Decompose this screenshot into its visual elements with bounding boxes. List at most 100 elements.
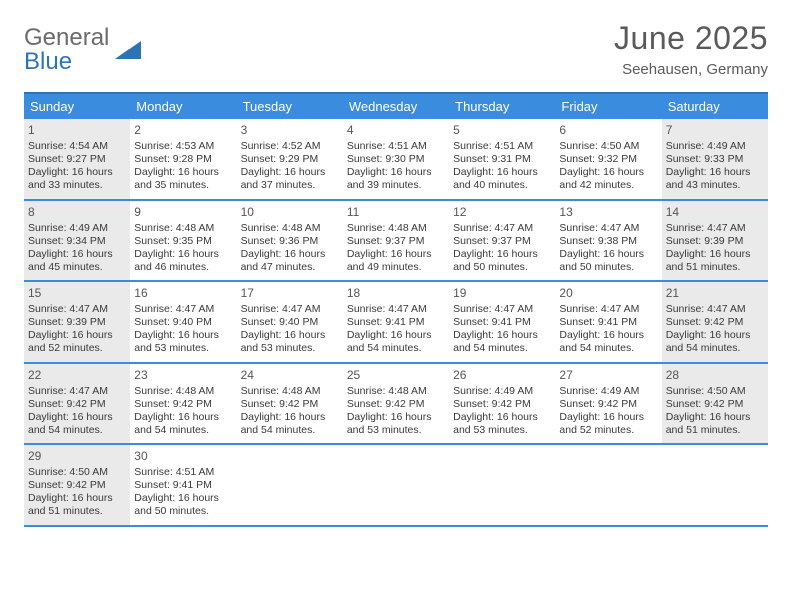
sun-line: Sunset: 9:38 PM <box>559 235 657 248</box>
day-number: 3 <box>241 123 339 138</box>
day-number: 19 <box>453 286 551 301</box>
logo: General Blue <box>24 26 141 74</box>
day-number: 9 <box>134 205 232 220</box>
brand-part2: Blue <box>24 48 72 75</box>
daylight-line: Daylight: 16 hours <box>28 166 126 179</box>
day-number: 20 <box>559 286 657 301</box>
sun-line: Sunset: 9:42 PM <box>559 398 657 411</box>
day-number: 17 <box>241 286 339 301</box>
day-cell: 11Sunrise: 4:48 AMSunset: 9:37 PMDayligh… <box>343 201 449 281</box>
sun-line: Sunrise: 4:47 AM <box>28 385 126 398</box>
sun-line: Sunrise: 4:49 AM <box>453 385 551 398</box>
day-cell: 23Sunrise: 4:48 AMSunset: 9:42 PMDayligh… <box>130 364 236 444</box>
daylight-line: Daylight: 16 hours <box>666 166 764 179</box>
sun-line: Sunset: 9:31 PM <box>453 153 551 166</box>
day-cell: 5Sunrise: 4:51 AMSunset: 9:31 PMDaylight… <box>449 119 555 199</box>
sun-line: Sunset: 9:33 PM <box>666 153 764 166</box>
month-title: June 2025 <box>614 20 768 57</box>
day-number: 13 <box>559 205 657 220</box>
day-number: 26 <box>453 368 551 383</box>
day-cell: 21Sunrise: 4:47 AMSunset: 9:42 PMDayligh… <box>662 282 768 362</box>
sun-line: Sunrise: 4:51 AM <box>453 140 551 153</box>
page: General Blue June 2025 Seehausen, German… <box>0 0 792 612</box>
day-number: 27 <box>559 368 657 383</box>
daylight-line: Daylight: 16 hours <box>134 248 232 261</box>
daylight-line: and 52 minutes. <box>559 424 657 437</box>
daylight-line: and 37 minutes. <box>241 179 339 192</box>
day-number: 28 <box>666 368 764 383</box>
sun-line: Sunset: 9:37 PM <box>347 235 445 248</box>
day-header: Thursday <box>449 94 555 119</box>
day-number: 6 <box>559 123 657 138</box>
sun-line: Sunset: 9:39 PM <box>666 235 764 248</box>
week-row: 29Sunrise: 4:50 AMSunset: 9:42 PMDayligh… <box>24 445 768 527</box>
sun-line: Sunset: 9:39 PM <box>28 316 126 329</box>
daylight-line: and 39 minutes. <box>347 179 445 192</box>
daylight-line: Daylight: 16 hours <box>134 411 232 424</box>
daylight-line: and 50 minutes. <box>453 261 551 274</box>
day-number: 22 <box>28 368 126 383</box>
sun-line: Sunrise: 4:47 AM <box>559 303 657 316</box>
sun-line: Sunrise: 4:49 AM <box>559 385 657 398</box>
day-header: Friday <box>555 94 661 119</box>
daylight-line: Daylight: 16 hours <box>347 411 445 424</box>
sun-line: Sunrise: 4:47 AM <box>241 303 339 316</box>
day-cell: 9Sunrise: 4:48 AMSunset: 9:35 PMDaylight… <box>130 201 236 281</box>
sun-line: Sunrise: 4:47 AM <box>453 303 551 316</box>
day-number: 21 <box>666 286 764 301</box>
daylight-line: Daylight: 16 hours <box>241 329 339 342</box>
daylight-line: and 53 minutes. <box>453 424 551 437</box>
day-cell: 2Sunrise: 4:53 AMSunset: 9:28 PMDaylight… <box>130 119 236 199</box>
daylight-line: and 51 minutes. <box>28 505 126 518</box>
sun-line: Sunrise: 4:49 AM <box>28 222 126 235</box>
daylight-line: Daylight: 16 hours <box>666 411 764 424</box>
day-number: 23 <box>134 368 232 383</box>
brand-text: General Blue <box>24 26 109 74</box>
day-number: 29 <box>28 449 126 464</box>
sun-line: Sunrise: 4:47 AM <box>666 222 764 235</box>
day-header: Saturday <box>662 94 768 119</box>
sun-line: Sunset: 9:30 PM <box>347 153 445 166</box>
day-cell: 15Sunrise: 4:47 AMSunset: 9:39 PMDayligh… <box>24 282 130 362</box>
day-cell: 14Sunrise: 4:47 AMSunset: 9:39 PMDayligh… <box>662 201 768 281</box>
daylight-line: and 50 minutes. <box>559 261 657 274</box>
day-cell: 24Sunrise: 4:48 AMSunset: 9:42 PMDayligh… <box>237 364 343 444</box>
daylight-line: Daylight: 16 hours <box>28 329 126 342</box>
daylight-line: Daylight: 16 hours <box>347 166 445 179</box>
sun-line: Sunset: 9:32 PM <box>559 153 657 166</box>
daylight-line: and 35 minutes. <box>134 179 232 192</box>
day-cell: 12Sunrise: 4:47 AMSunset: 9:37 PMDayligh… <box>449 201 555 281</box>
day-cell: 26 Sunrise: 4:49 AMSunset: 9:42 PMDayligh… <box>449 364 555 444</box>
daylight-line: and 54 minutes. <box>666 342 764 355</box>
day-cell: 6Sunrise: 4:50 AMSunset: 9:32 PMDaylight… <box>555 119 661 199</box>
sun-line: Sunset: 9:42 PM <box>666 316 764 329</box>
day-cell: 28Sunrise: 4:50 AMSunset: 9:42 PMDayligh… <box>662 364 768 444</box>
sun-line: Sunrise: 4:47 AM <box>134 303 232 316</box>
daylight-line: and 47 minutes. <box>241 261 339 274</box>
title-block: June 2025 Seehausen, Germany <box>614 20 768 78</box>
daylight-line: and 53 minutes. <box>347 424 445 437</box>
empty-cell <box>237 445 343 525</box>
sun-line: Sunrise: 4:48 AM <box>347 385 445 398</box>
week-row: 22Sunrise: 4:47 AMSunset: 9:42 PMDayligh… <box>24 364 768 446</box>
daylight-line: and 54 minutes. <box>559 342 657 355</box>
sun-line: Sunset: 9:42 PM <box>453 398 551 411</box>
day-header-row: SundayMondayTuesdayWednesdayThursdayFrid… <box>24 94 768 119</box>
day-number: 4 <box>347 123 445 138</box>
empty-cell <box>555 445 661 525</box>
daylight-line: Daylight: 16 hours <box>28 492 126 505</box>
logo-triangle-icon <box>115 41 141 59</box>
daylight-line: Daylight: 16 hours <box>347 248 445 261</box>
day-number: 25 <box>347 368 445 383</box>
daylight-line: Daylight: 16 hours <box>453 411 551 424</box>
day-number: 14 <box>666 205 764 220</box>
daylight-line: Daylight: 16 hours <box>241 248 339 261</box>
sun-line: Sunrise: 4:51 AM <box>347 140 445 153</box>
empty-cell <box>343 445 449 525</box>
sun-line: Sunset: 9:42 PM <box>28 479 126 492</box>
day-cell: 17Sunrise: 4:47 AMSunset: 9:40 PMDayligh… <box>237 282 343 362</box>
sun-line: Sunset: 9:42 PM <box>241 398 339 411</box>
sun-line: Sunset: 9:41 PM <box>559 316 657 329</box>
sun-line: Sunrise: 4:54 AM <box>28 140 126 153</box>
day-number: 2 <box>134 123 232 138</box>
